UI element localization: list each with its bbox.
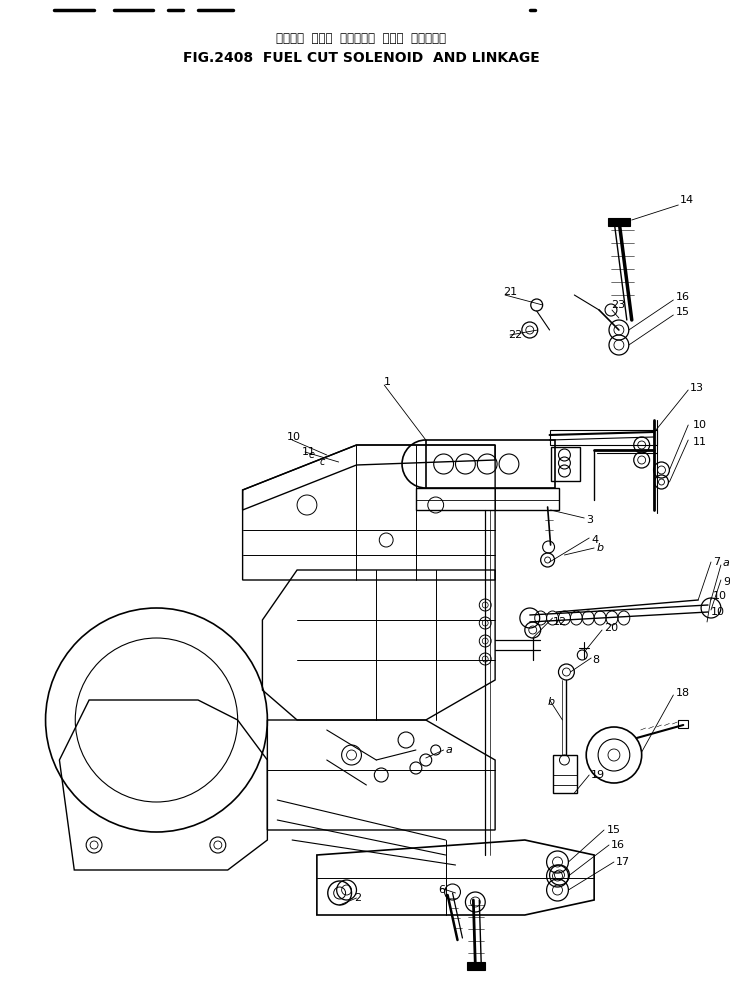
Text: 21: 21 <box>503 287 517 297</box>
Text: 7: 7 <box>713 557 720 567</box>
Text: 8: 8 <box>592 655 599 665</box>
Text: a: a <box>723 558 730 568</box>
Bar <box>426 440 555 488</box>
Bar <box>608 218 630 226</box>
Text: 6: 6 <box>439 885 446 895</box>
Text: 18: 18 <box>675 688 689 698</box>
Text: 10: 10 <box>711 607 725 617</box>
Text: 16: 16 <box>675 292 689 302</box>
Bar <box>416 488 559 510</box>
Text: 1: 1 <box>384 377 391 387</box>
Text: 15: 15 <box>607 825 621 835</box>
Bar <box>678 720 688 728</box>
Text: b: b <box>548 697 555 707</box>
Text: 23: 23 <box>611 300 625 310</box>
Text: 11: 11 <box>694 437 707 447</box>
Text: 10: 10 <box>713 591 727 601</box>
Text: 17: 17 <box>616 857 630 867</box>
Bar <box>550 447 580 481</box>
Text: 11: 11 <box>302 447 316 457</box>
Text: 15: 15 <box>675 307 689 317</box>
Text: b: b <box>596 543 603 553</box>
Text: フェエル  カット  ソレノイド  および  リンケージ: フェエル カット ソレノイド および リンケージ <box>277 32 447 45</box>
Text: a: a <box>445 745 453 755</box>
Text: c: c <box>319 457 325 467</box>
Text: 16: 16 <box>611 840 625 850</box>
Text: 10: 10 <box>287 432 301 442</box>
Text: e: e <box>309 450 315 460</box>
Bar <box>550 430 656 445</box>
Text: 12: 12 <box>553 617 566 627</box>
Text: 20: 20 <box>604 623 618 633</box>
Text: 10: 10 <box>694 420 707 430</box>
Text: 3: 3 <box>586 515 593 525</box>
Text: 13: 13 <box>690 383 704 393</box>
Text: 5: 5 <box>469 963 477 973</box>
Text: 2: 2 <box>355 893 361 903</box>
Text: 19: 19 <box>591 770 605 780</box>
Text: 14: 14 <box>680 195 694 205</box>
Text: FIG.2408  FUEL CUT SOLENOID  AND LINKAGE: FIG.2408 FUEL CUT SOLENOID AND LINKAGE <box>183 51 539 65</box>
Text: 9: 9 <box>723 577 730 587</box>
Text: 4: 4 <box>591 535 599 545</box>
Bar <box>467 962 485 970</box>
Text: 22: 22 <box>508 330 522 340</box>
Bar <box>553 755 577 793</box>
